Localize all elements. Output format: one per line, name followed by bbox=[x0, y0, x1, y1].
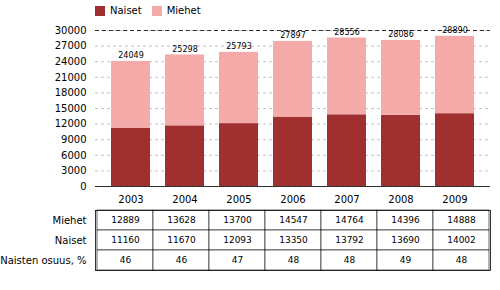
svg-text:25298: 25298 bbox=[172, 45, 197, 54]
svg-text:Naisten osuus, %: Naisten osuus, % bbox=[0, 255, 86, 266]
svg-text:24049: 24049 bbox=[118, 51, 143, 60]
svg-text:13700: 13700 bbox=[223, 215, 252, 225]
svg-text:Naiset: Naiset bbox=[55, 235, 87, 246]
svg-text:13690: 13690 bbox=[391, 235, 420, 245]
svg-text:2009: 2009 bbox=[442, 194, 467, 205]
svg-text:13628: 13628 bbox=[167, 215, 196, 225]
svg-text:48: 48 bbox=[288, 255, 300, 265]
svg-text:6000: 6000 bbox=[61, 150, 86, 161]
svg-text:49: 49 bbox=[400, 255, 412, 265]
svg-text:28890: 28890 bbox=[442, 26, 467, 35]
html-text:Miehet: Miehet bbox=[166, 5, 201, 16]
svg-text:28086: 28086 bbox=[388, 30, 413, 39]
svg-text:2007: 2007 bbox=[334, 194, 359, 205]
svg-text:2004: 2004 bbox=[172, 194, 197, 205]
svg-text:2003: 2003 bbox=[118, 194, 143, 205]
svg-text:11670: 11670 bbox=[167, 235, 196, 245]
svg-text:2005: 2005 bbox=[226, 194, 251, 205]
svg-text:47: 47 bbox=[232, 255, 243, 265]
svg-text:11160: 11160 bbox=[111, 235, 140, 245]
svg-text:2008: 2008 bbox=[388, 194, 413, 205]
svg-text:12093: 12093 bbox=[223, 235, 252, 245]
svg-text:12889: 12889 bbox=[111, 215, 140, 225]
svg-text:28556: 28556 bbox=[334, 28, 359, 37]
html-text:Naiset: Naiset bbox=[110, 5, 142, 16]
svg-text:14396: 14396 bbox=[391, 215, 420, 225]
svg-text:12000: 12000 bbox=[55, 118, 87, 129]
svg-text:24000: 24000 bbox=[55, 56, 87, 67]
svg-text:27897: 27897 bbox=[280, 31, 305, 40]
svg-text:18000: 18000 bbox=[55, 87, 87, 98]
svg-text:3000: 3000 bbox=[61, 165, 86, 176]
svg-text:14547: 14547 bbox=[279, 215, 308, 225]
svg-text:14764: 14764 bbox=[335, 215, 364, 225]
svg-text:30000: 30000 bbox=[55, 25, 87, 36]
svg-text:15000: 15000 bbox=[55, 103, 87, 114]
svg-text:21000: 21000 bbox=[55, 72, 87, 83]
svg-text:14888: 14888 bbox=[447, 215, 476, 225]
svg-text:Miehet: Miehet bbox=[53, 215, 87, 226]
svg-text:46: 46 bbox=[176, 255, 188, 265]
svg-text:13350: 13350 bbox=[279, 235, 308, 245]
svg-text:13792: 13792 bbox=[335, 235, 364, 245]
svg-text:27000: 27000 bbox=[55, 40, 87, 51]
svg-text:25793: 25793 bbox=[226, 42, 251, 51]
svg-text:48: 48 bbox=[456, 255, 468, 265]
svg-text:2006: 2006 bbox=[280, 194, 305, 205]
svg-text:0: 0 bbox=[80, 181, 86, 192]
svg-text:14002: 14002 bbox=[447, 235, 476, 245]
svg-text:9000: 9000 bbox=[61, 134, 86, 145]
svg-text:46: 46 bbox=[120, 255, 132, 265]
svg-text:48: 48 bbox=[344, 255, 356, 265]
